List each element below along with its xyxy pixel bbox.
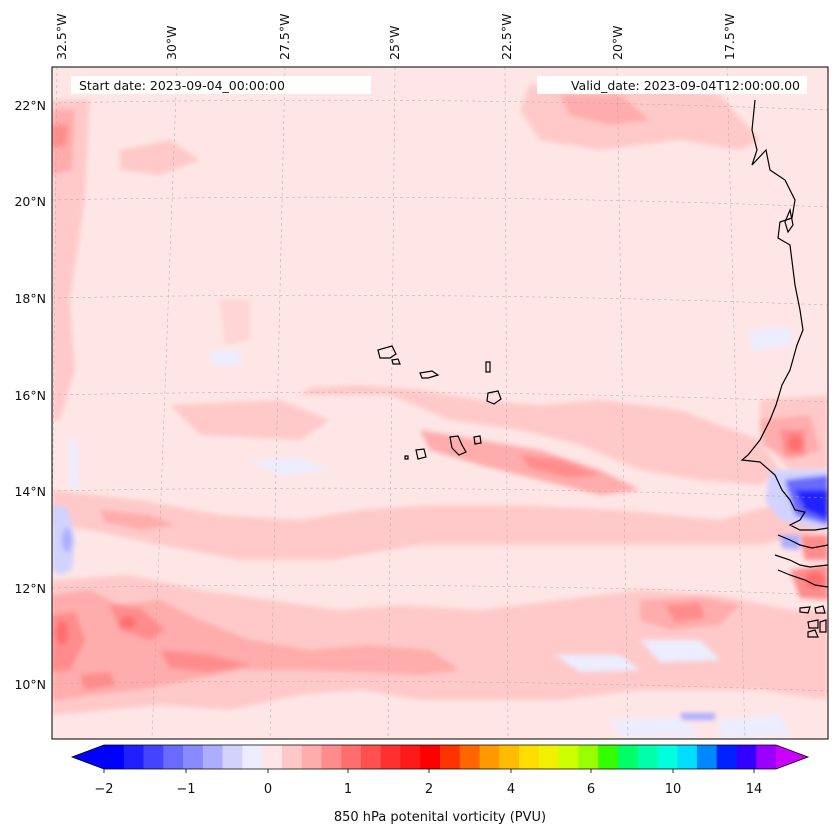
longitude-labels: 32.5°W 30°W 27.5°W 25°W 22.5°W 20°W 17.5…	[54, 14, 737, 60]
lon-label: 27.5°W	[277, 14, 292, 60]
colorbar: −2 −1 0 1 2 4 6 10 14 850 hPa potenital …	[70, 744, 810, 825]
colorbar-tick-label: 1	[344, 782, 352, 797]
colorbar-cell	[459, 745, 481, 769]
colorbar-cell	[183, 745, 204, 769]
colorbar-tick-marks	[103, 769, 755, 773]
colorbar-cell	[163, 745, 184, 769]
colorbar-under-arrow	[72, 745, 104, 769]
colorbar-cell	[558, 745, 579, 769]
colorbar-cell	[716, 745, 738, 769]
colorbar-tick-label: 4	[507, 782, 515, 797]
colorbar-cell	[538, 745, 560, 769]
colorbar-over-arrow	[776, 745, 808, 769]
colorbar-tick-label: 6	[587, 782, 595, 797]
colorbar-label: 850 hPa potenital vorticity (PVU)	[334, 810, 546, 825]
colorbar-cell	[143, 745, 164, 769]
colorbar-cell	[598, 745, 619, 769]
colorbar-cell	[400, 745, 421, 769]
pv-peak-fill	[56, 435, 825, 645]
pv-negative-fill	[52, 328, 828, 738]
colorbar-cell	[420, 745, 441, 769]
valid-date-box	[537, 76, 807, 94]
colorbar-cell	[479, 745, 500, 769]
colorbar-cell	[499, 745, 520, 769]
start-date-box	[71, 76, 371, 94]
latitude-labels: 22°N 20°N 18°N 16°N 14°N 12°N 10°N	[14, 98, 46, 692]
colorbar-cell	[657, 745, 678, 769]
colorbar-cell	[637, 745, 659, 769]
colorbar-cell	[123, 745, 145, 769]
colorbar-cell	[281, 745, 303, 769]
colorbar-cell	[380, 745, 402, 769]
colorbar-cell	[677, 745, 698, 769]
colorbar-cell	[360, 745, 382, 769]
graticule	[52, 67, 828, 739]
colorbar-cell	[321, 745, 342, 769]
colorbar-tick-label: −2	[94, 782, 113, 797]
lat-label: 16°N	[14, 388, 46, 403]
colorbar-cell	[578, 745, 599, 769]
lon-label: 30°W	[164, 25, 179, 60]
pv-weak-positive-fill	[52, 85, 828, 715]
lat-label: 22°N	[14, 98, 46, 113]
colorbar-tick-label: 14	[746, 782, 763, 797]
coastline	[377, 99, 828, 638]
colorbar-cell	[104, 745, 125, 769]
colorbar-cell	[519, 745, 540, 769]
map-frame	[51, 66, 829, 740]
colorbar-cell	[222, 745, 243, 769]
colorbar-cell	[262, 745, 283, 769]
lat-label: 20°N	[14, 194, 46, 209]
colorbar-cell	[736, 745, 757, 769]
lat-label: 18°N	[14, 291, 46, 306]
start-date-label: Start date: 2023-09-04_00:00:00	[79, 78, 285, 93]
lon-label: 20°W	[610, 25, 625, 60]
colorbar-tick-label: 2	[425, 782, 433, 797]
colorbar-cell	[202, 745, 224, 769]
lon-label: 17.5°W	[722, 14, 737, 60]
colorbar-cells	[104, 745, 777, 769]
colorbar-tick-label: 0	[264, 782, 272, 797]
valid-date-label: Valid_date: 2023-09-04T12:00:00.00	[571, 78, 800, 93]
colorbar-cell	[696, 745, 718, 769]
lon-label: 32.5°W	[54, 14, 69, 60]
lat-label: 12°N	[14, 581, 46, 596]
colorbar-tick-label: 10	[665, 782, 682, 797]
map-panel[interactable]	[50, 67, 828, 739]
colorbar-cell	[440, 745, 461, 769]
colorbar-cell	[617, 745, 639, 769]
lon-label: 22.5°W	[499, 14, 514, 60]
colorbar-cell	[756, 745, 777, 769]
colorbar-cell	[301, 745, 323, 769]
lat-label: 14°N	[14, 484, 46, 499]
colorbar-cell	[242, 745, 263, 769]
colorbar-cell	[341, 745, 362, 769]
colorbar-ticks: −2 −1 0 1 2 4 6 10 14	[94, 769, 762, 797]
lat-label: 10°N	[14, 677, 46, 692]
lon-label: 25°W	[387, 25, 402, 60]
colorbar-tick-label: −1	[176, 782, 195, 797]
